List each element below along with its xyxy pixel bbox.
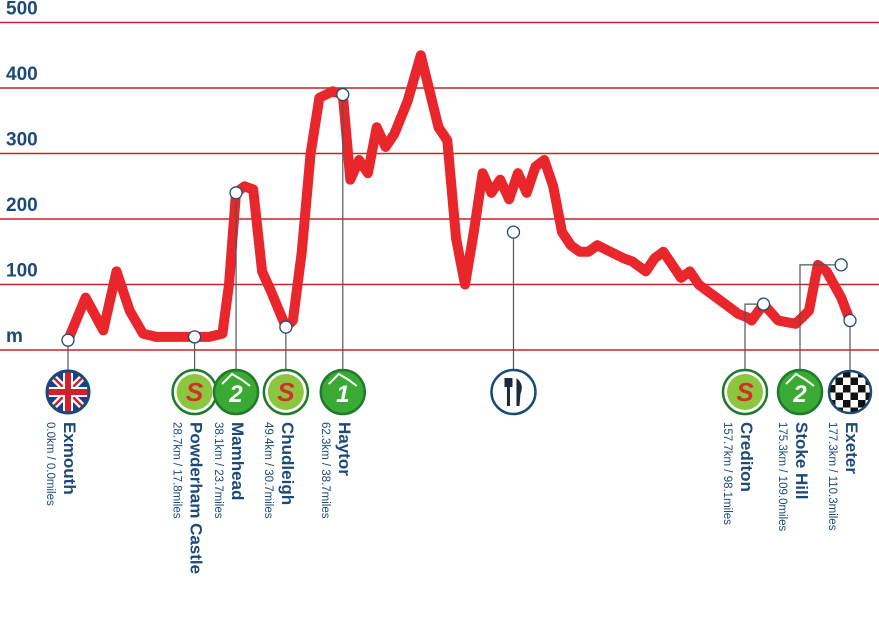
y-tick-label-500: 500 — [6, 0, 38, 20]
waypoint-stoke-hill: 2 Stoke Hill 175.3km / 109.0miles — [776, 258, 848, 532]
waypoint-distance: 62.3km / 38.7miles — [319, 422, 331, 519]
sprint-icon: S — [721, 368, 769, 416]
waypoint-marker — [187, 330, 202, 344]
waypoint-marker — [834, 258, 848, 272]
waypoint-exmouth: Exmouth 0.0km / 0.0miles — [44, 333, 91, 506]
waypoint-name: Haytor — [335, 422, 354, 476]
sprint-badge-label: S — [186, 377, 204, 407]
waypoint-marker — [506, 225, 521, 239]
waypoint-marker — [61, 333, 75, 347]
y-tick-label-200: 200 — [6, 195, 38, 216]
waypoint-distance: 175.3km / 109.0miles — [776, 422, 788, 532]
waypoint-name: Exmouth — [60, 422, 79, 495]
waypoint-name: Powderham Castle — [187, 422, 206, 574]
y-unit-label: m — [6, 326, 23, 347]
finish-icon — [827, 369, 873, 415]
climb-2-icon: 2 — [212, 368, 260, 416]
waypoint-haytor: 1 Haytor 62.3km / 38.7miles — [319, 87, 367, 519]
waypoint-powderham-castle: S Powderham Castle 28.7km / 17.8miles — [171, 330, 218, 574]
climb-1-icon: 1 — [319, 368, 367, 416]
sprint-badge-label: S — [736, 377, 754, 407]
waypoint-marker — [279, 320, 293, 334]
sprint-icon: S — [171, 368, 218, 416]
waypoint-marker — [229, 186, 243, 200]
waypoint-distance: 38.1km / 23.7miles — [212, 422, 224, 519]
flag-uk-icon — [45, 369, 91, 415]
waypoint-name: Mamhead — [228, 422, 247, 500]
climb-2-icon: 2 — [776, 368, 824, 416]
climb-category-label: 2 — [228, 381, 243, 408]
grid-lines — [0, 21, 879, 351]
waypoint-marker — [843, 313, 857, 328]
elevation-series — [63, 50, 855, 346]
waypoint-marker — [336, 87, 350, 102]
waypoint-marker — [756, 297, 771, 311]
waypoint-feed-zone — [490, 225, 537, 416]
y-tick-label-400: 400 — [6, 64, 38, 85]
waypoint-crediton: S Crediton 157.7km / 98.1miles — [721, 297, 771, 525]
waypoint-mamhead: 2 Mamhead 38.1km / 23.7miles — [212, 186, 260, 519]
waypoint-name: Crediton — [737, 422, 756, 492]
waypoints: Exmouth 0.0km / 0.0miles S Powderham Castle… — [44, 87, 873, 574]
waypoint-distance: 0.0km / 0.0miles — [44, 422, 56, 506]
climb-category-label: 2 — [792, 381, 807, 408]
waypoint-name: Chudleigh — [278, 422, 297, 505]
y-tick-label-100: 100 — [6, 261, 38, 282]
waypoint-distance: 28.7km / 17.8miles — [171, 422, 183, 519]
waypoint-distance: 177.3km / 110.3miles — [826, 422, 838, 531]
climb-category-label: 1 — [336, 381, 349, 408]
connector-line — [799, 264, 842, 370]
elevation-line — [63, 50, 855, 346]
waypoint-name: Exeter — [842, 422, 861, 474]
waypoint-chudleigh: S Chudleigh 49.4km / 30.7miles — [262, 320, 310, 519]
y-axis: m 100 200 300 400 500 — [6, 0, 38, 347]
feed-icon — [490, 368, 537, 416]
waypoint-name: Stoke Hill — [792, 422, 811, 499]
sprint-icon: S — [262, 368, 310, 416]
y-tick-label-300: 300 — [6, 130, 38, 151]
waypoint-exeter: Exeter 177.3km / 110.3miles — [826, 313, 873, 531]
waypoint-distance: 157.7km / 98.1miles — [721, 422, 733, 525]
waypoint-distance: 49.4km / 30.7miles — [262, 422, 274, 519]
sprint-badge-label: S — [277, 377, 295, 407]
